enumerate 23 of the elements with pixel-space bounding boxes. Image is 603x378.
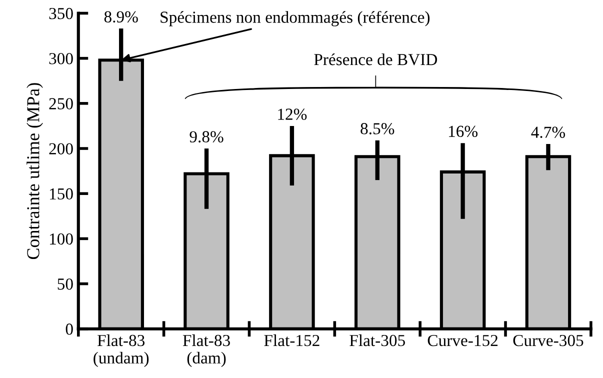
y-axis-title: Contrainte utlime (MPa) xyxy=(26,83,43,260)
x-tick-label: Flat-83 (dam) xyxy=(182,334,230,367)
y-tick-label: 300 xyxy=(49,53,73,64)
x-tick-label: Curve-305 xyxy=(513,334,584,346)
y-tick-label: 50 xyxy=(58,278,73,290)
annotation: Présence de BVID xyxy=(314,53,438,66)
annotation: 12% xyxy=(278,108,307,120)
annotation: 8.9% xyxy=(104,11,138,23)
annotation: 4.7% xyxy=(531,126,566,138)
y-tick-label: 0 xyxy=(66,324,73,335)
annotation: 8.5% xyxy=(360,123,394,134)
y-tick-label: 250 xyxy=(49,98,73,110)
y-tick-label: 200 xyxy=(49,143,73,154)
y-tick-label: 150 xyxy=(50,188,73,200)
x-tick-label: Curve-152 xyxy=(428,334,498,346)
x-tick-label: Flat-152 xyxy=(264,334,320,346)
annotation: 16% xyxy=(448,126,478,138)
annotation: 9.8% xyxy=(190,131,224,142)
y-tick-label: 100 xyxy=(50,233,73,245)
x-tick-label: Flat-305 xyxy=(350,334,405,346)
x-tick-label: Flat-83 (undam) xyxy=(94,334,149,367)
y-tick-label: 350 xyxy=(49,8,73,20)
annotation: Spécimens non endommagés (référence) xyxy=(160,10,430,26)
